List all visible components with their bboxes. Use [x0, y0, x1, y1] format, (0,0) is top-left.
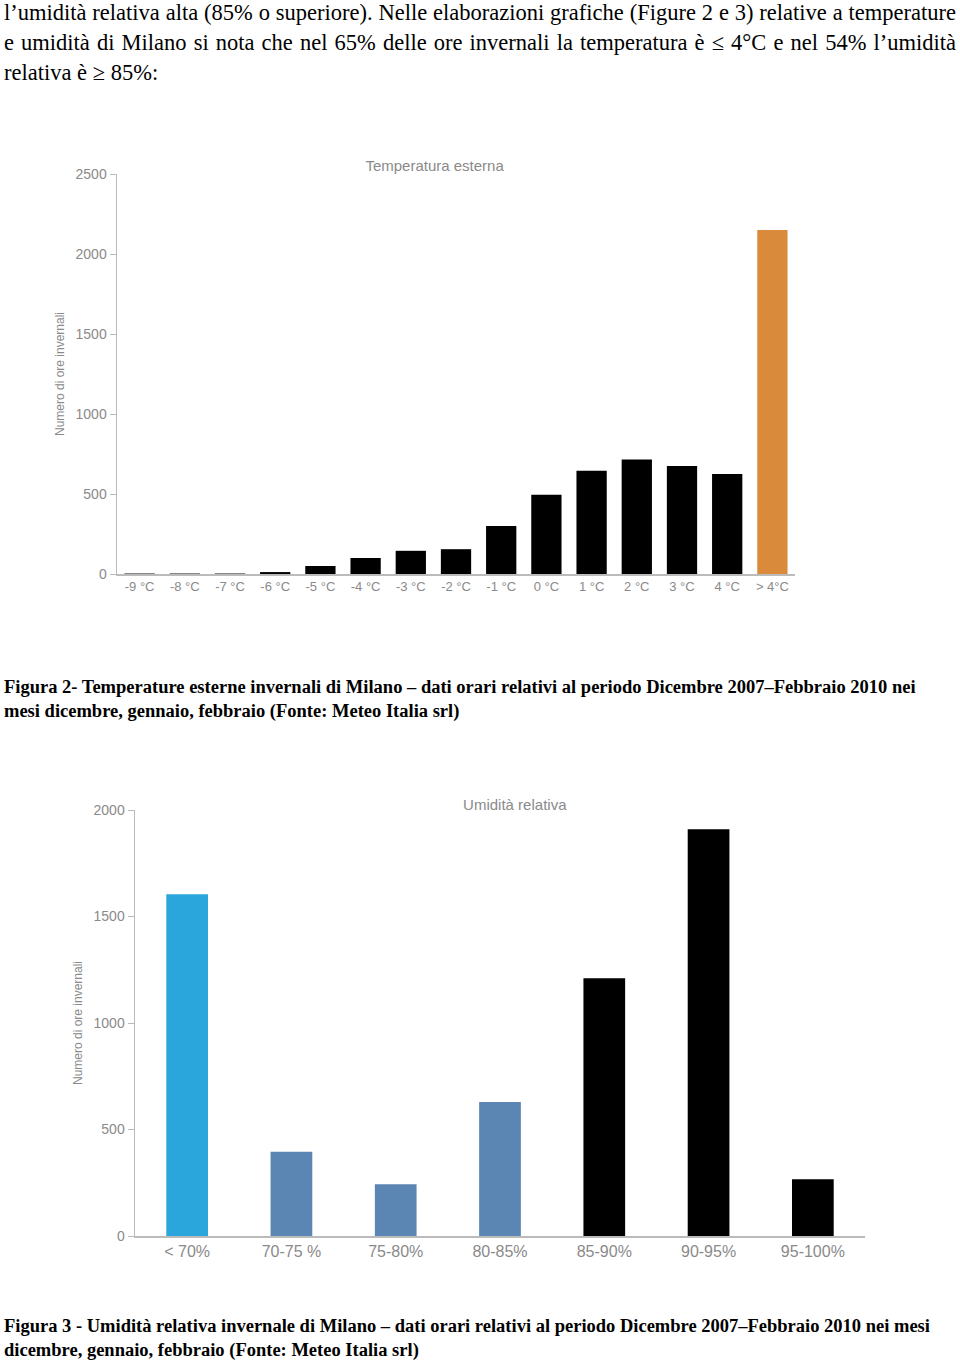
- svg-text:-9 °C: -9 °C: [125, 579, 155, 594]
- svg-text:< 70%: < 70%: [164, 1243, 210, 1260]
- svg-text:-4 °C: -4 °C: [351, 579, 381, 594]
- svg-text:4 °C: 4 °C: [714, 579, 739, 594]
- svg-text:1000: 1000: [94, 1015, 125, 1031]
- svg-text:500: 500: [83, 486, 107, 502]
- svg-text:2000: 2000: [94, 802, 125, 818]
- svg-text:1500: 1500: [94, 908, 125, 924]
- svg-text:1 °C: 1 °C: [579, 579, 604, 594]
- svg-text:-5 °C: -5 °C: [306, 579, 336, 594]
- svg-text:0 °C: 0 °C: [534, 579, 559, 594]
- svg-text:2 °C: 2 °C: [624, 579, 649, 594]
- svg-text:95-100%: 95-100%: [781, 1243, 845, 1260]
- svg-text:Temperatura esterna: Temperatura esterna: [365, 157, 504, 174]
- svg-text:Umidità relativa: Umidità relativa: [463, 796, 567, 813]
- svg-text:85-90%: 85-90%: [577, 1243, 632, 1260]
- svg-text:1000: 1000: [76, 406, 107, 422]
- svg-text:2500: 2500: [76, 166, 107, 182]
- html-text:l’umidità relativa alta (85% o: l’umidità relativa alta (85% o superiore…: [4, 0, 956, 85]
- html-text:Figura 3 - Umidità relativa in: Figura 3 - Umidità relativa invernale di…: [4, 1316, 930, 1360]
- svg-text:2000: 2000: [76, 246, 107, 262]
- svg-text:-3 °C: -3 °C: [396, 579, 426, 594]
- svg-text:-8 °C: -8 °C: [170, 579, 200, 594]
- svg-text:-2 °C: -2 °C: [441, 579, 471, 594]
- svg-text:-6 °C: -6 °C: [260, 579, 290, 594]
- svg-text:-1 °C: -1 °C: [486, 579, 516, 594]
- svg-text:Numero di ore invernali: Numero di ore invernali: [71, 961, 85, 1085]
- svg-text:90-95%: 90-95%: [681, 1243, 736, 1260]
- svg-text:> 4°C: > 4°C: [756, 579, 789, 594]
- svg-text:80-85%: 80-85%: [472, 1243, 527, 1260]
- svg-text:Numero di ore invernali: Numero di ore invernali: [53, 312, 67, 436]
- svg-text:500: 500: [101, 1121, 125, 1137]
- svg-text:0: 0: [99, 566, 107, 582]
- svg-text:0: 0: [117, 1228, 125, 1244]
- svg-text:3 °C: 3 °C: [669, 579, 694, 594]
- svg-text:1500: 1500: [76, 326, 107, 342]
- svg-text:75-80%: 75-80%: [368, 1243, 423, 1260]
- svg-text:-7 °C: -7 °C: [215, 579, 245, 594]
- svg-text:70-75 %: 70-75 %: [262, 1243, 322, 1260]
- html-text:Figura 2- Temperature esterne: Figura 2- Temperature esterne invernali …: [4, 677, 916, 721]
